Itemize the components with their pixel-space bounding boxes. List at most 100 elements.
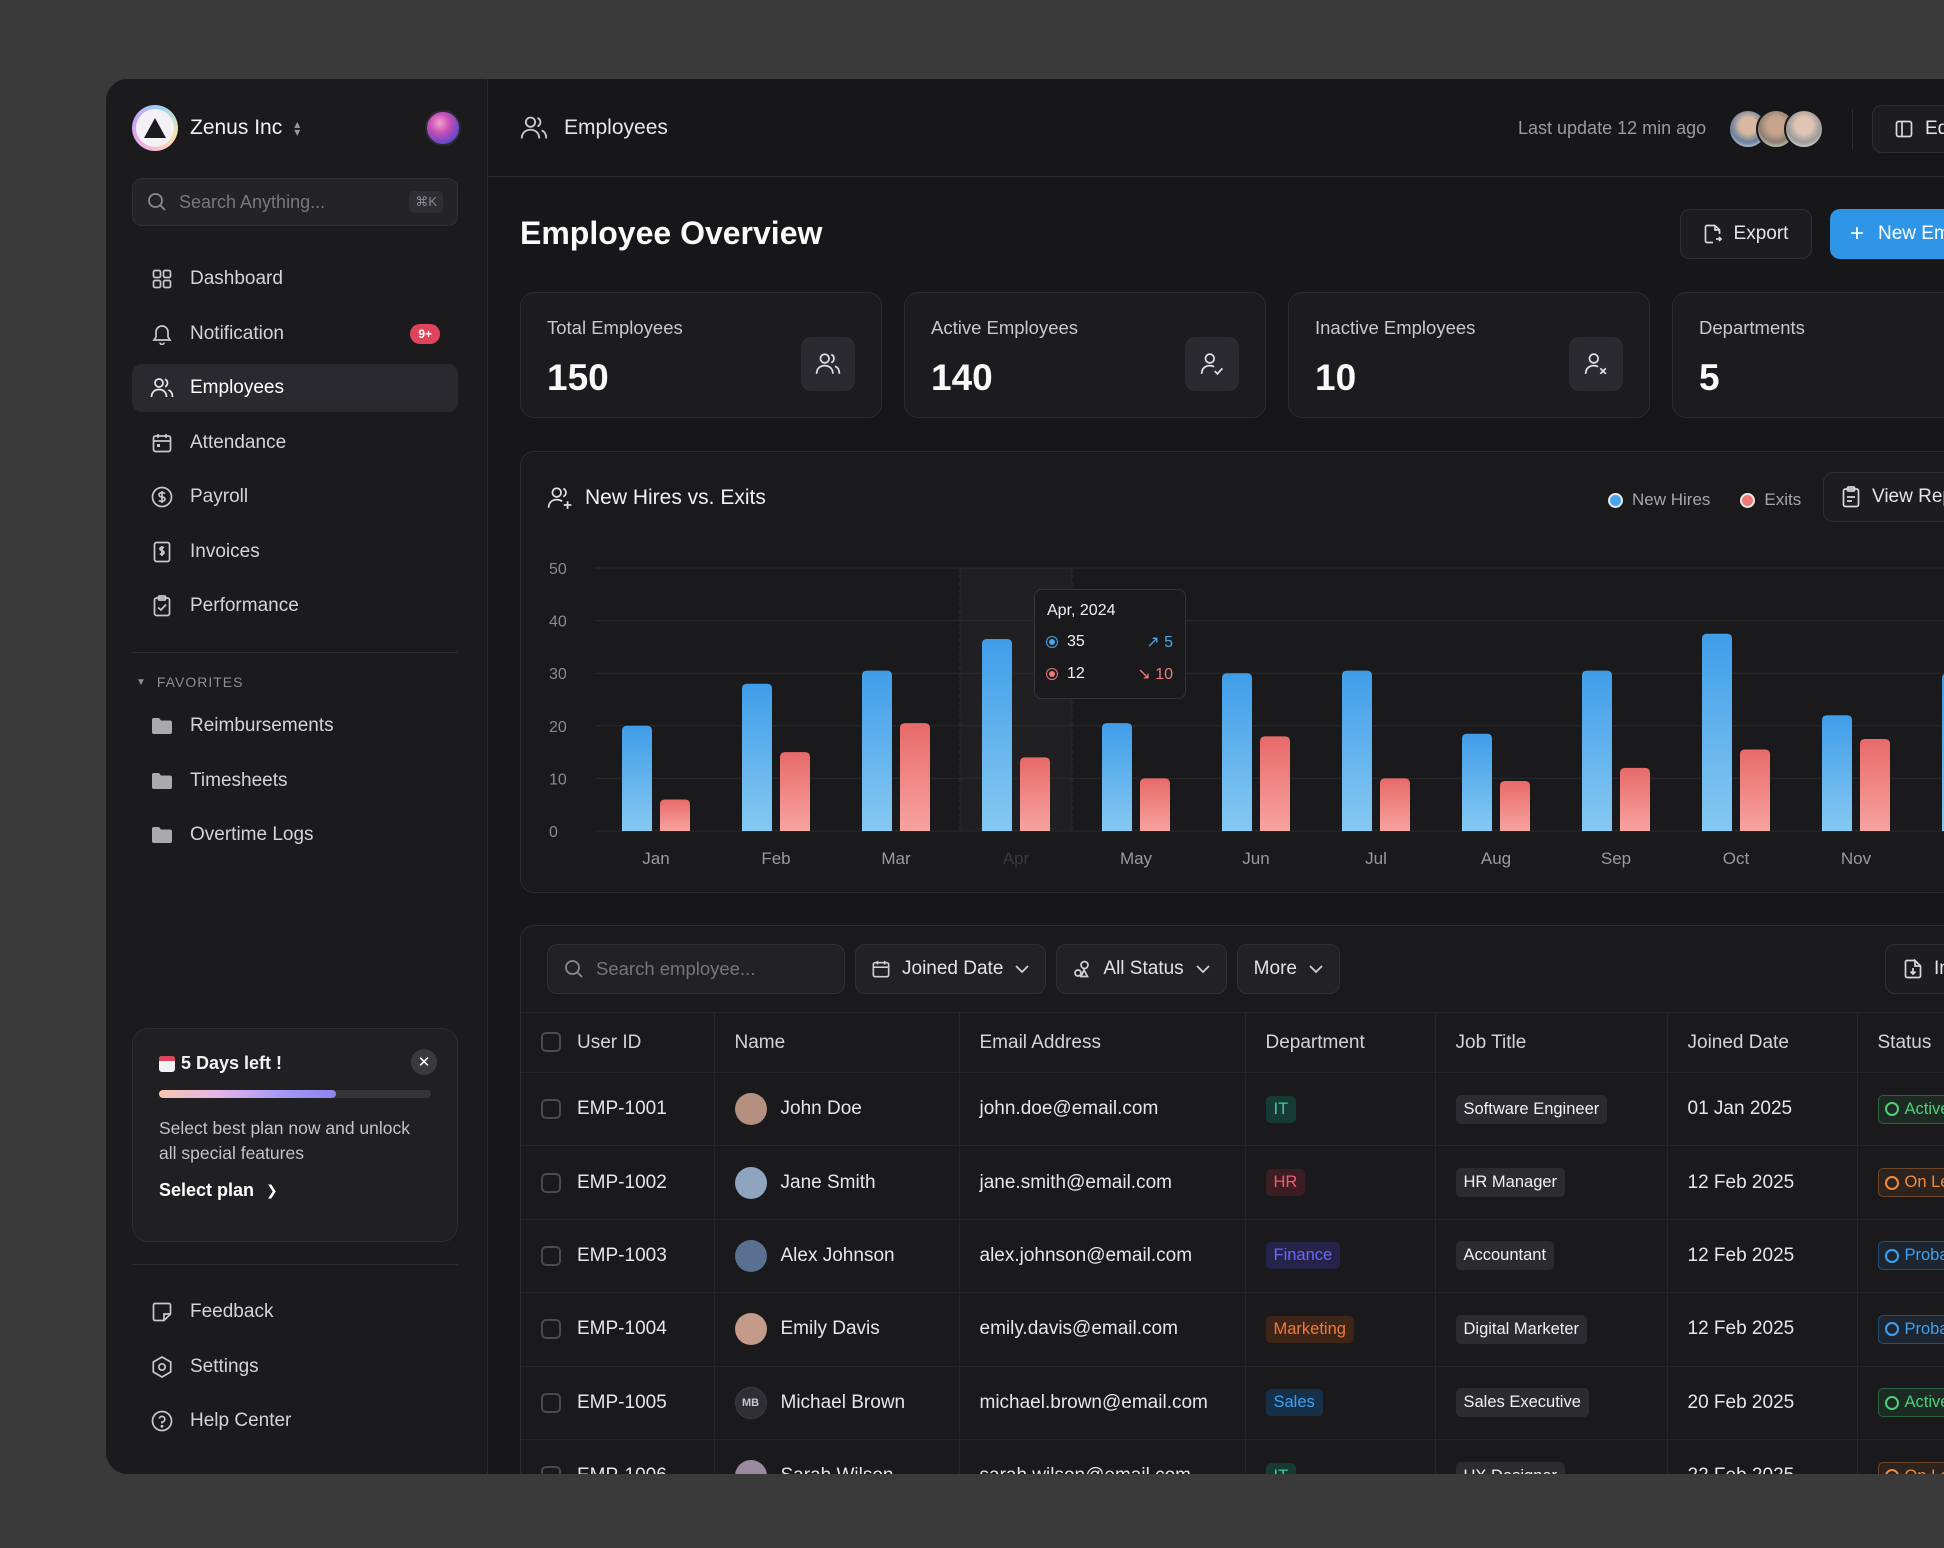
row-checkbox[interactable] bbox=[541, 1172, 561, 1193]
job-title-tag: Sales Executive bbox=[1455, 1388, 1589, 1418]
employee-email[interactable]: emily.davis@email.com bbox=[979, 1318, 1178, 1340]
column-header-name[interactable]: Name bbox=[713, 1012, 959, 1073]
bottom-nav: Feedback Settings Help Center bbox=[132, 1288, 458, 1452]
cell-joined-date: 12 Feb 2025 bbox=[1666, 1292, 1857, 1367]
favorite-item-timesheets[interactable]: Timesheets bbox=[132, 757, 458, 805]
employee-name[interactable]: Sarah Wilson bbox=[781, 1465, 894, 1474]
status-filter[interactable]: All Status bbox=[1056, 944, 1227, 994]
nav-item-help-center[interactable]: Help Center bbox=[132, 1397, 458, 1445]
export-button[interactable]: Export bbox=[1680, 209, 1812, 259]
nav-item-performance[interactable]: Performance bbox=[132, 582, 458, 630]
table-row[interactable]: EMP-1003 Alex Johnson alex.johnson@email.c… bbox=[521, 1219, 1944, 1294]
table-row[interactable]: EMP-1004 Emily Davis emily.davis@email.com… bbox=[521, 1292, 1944, 1367]
nav-item-employees[interactable]: Employees bbox=[132, 364, 458, 412]
joined-date-filter[interactable]: Joined Date bbox=[855, 944, 1047, 994]
nav-item-payroll[interactable]: Payroll bbox=[132, 473, 458, 521]
nav-item-notification[interactable]: Notification 9+ bbox=[132, 310, 458, 358]
employee-email[interactable]: sarah.wilson@email.com bbox=[980, 1465, 1191, 1474]
employee-email[interactable]: michael.brown@email.com bbox=[979, 1391, 1208, 1413]
job-title-tag: UX Designer bbox=[1455, 1461, 1566, 1474]
row-checkbox[interactable] bbox=[541, 1099, 561, 1120]
bar-exits bbox=[1740, 749, 1770, 831]
workspace-switcher[interactable]: Zenus Inc ▴ ▾ bbox=[132, 105, 461, 151]
grid-icon bbox=[150, 267, 174, 291]
hires-exits-chart: 0 10 20 30 40 50 Jan Feb Mar Apr May Jun Jul Aug Sep Oc… bbox=[549, 561, 1944, 868]
table-row[interactable]: EMP-1006 Sarah Wilson sarah.wilson@email.c… bbox=[521, 1439, 1944, 1474]
new-employee-button[interactable]: + New Employee bbox=[1830, 209, 1944, 259]
view-report-button[interactable]: View Report bbox=[1823, 472, 1944, 522]
table-row[interactable]: EMP-1001 John Doe john.doe@email.com IT Soft… bbox=[521, 1072, 1944, 1147]
x-tick-label: Jan bbox=[642, 849, 669, 868]
users-icon bbox=[801, 337, 855, 391]
cell-status: Probation bbox=[1856, 1219, 1944, 1294]
y-tick-label: 20 bbox=[549, 719, 567, 736]
stat-card-total-employees: Total Employees 150 bbox=[520, 292, 882, 418]
column-header-department[interactable]: Department bbox=[1244, 1012, 1435, 1073]
collaborator-avatars[interactable] bbox=[1728, 109, 1824, 149]
favorite-label: Reimbursements bbox=[190, 715, 334, 736]
select-all-checkbox[interactable] bbox=[541, 1032, 561, 1053]
close-icon[interactable]: ✕ bbox=[411, 1049, 437, 1075]
favorite-label: Overtime Logs bbox=[190, 824, 314, 845]
chevron-updown-icon: ▴ ▾ bbox=[294, 117, 301, 139]
status-text: Active bbox=[1904, 1099, 1944, 1118]
table-row[interactable]: EMP-1002 Jane Smith jane.smith@email.com HR… bbox=[521, 1145, 1944, 1220]
employee-name[interactable]: Alex Johnson bbox=[780, 1244, 895, 1266]
chevron-down-icon bbox=[1015, 958, 1030, 980]
legend-item-exits[interactable]: Exits bbox=[1740, 490, 1801, 510]
legend-item-new-hires[interactable]: New Hires bbox=[1608, 490, 1710, 510]
column-header-job-title[interactable]: Job Title bbox=[1434, 1012, 1667, 1073]
column-header-user-id[interactable]: User ID bbox=[521, 1012, 714, 1073]
main-content: Employees Last update 12 min ago Edit Em… bbox=[488, 79, 1944, 1474]
more-filter[interactable]: More bbox=[1236, 944, 1340, 994]
row-checkbox[interactable] bbox=[541, 1245, 561, 1266]
favorites-heading: FAVORITES bbox=[156, 674, 244, 690]
department-tag: IT bbox=[1265, 1095, 1297, 1123]
stat-card-departments: Departments 5 bbox=[1672, 292, 1944, 418]
joined-date: 12 Feb 2025 bbox=[1687, 1244, 1795, 1266]
employee-name[interactable]: Jane Smith bbox=[780, 1171, 876, 1193]
job-title-tag: Software Engineer bbox=[1455, 1094, 1608, 1124]
tooltip-exits-value: 12 bbox=[1067, 665, 1085, 682]
column-header-email[interactable]: Email Address bbox=[958, 1012, 1245, 1073]
column-header-joined-date[interactable]: Joined Date bbox=[1666, 1012, 1857, 1073]
upgrade-card: 5 Days left ! ✕ Select best plan now and… bbox=[132, 1028, 458, 1242]
favorites-toggle[interactable]: ▼ FAVORITES bbox=[136, 674, 243, 690]
global-search-input[interactable]: Search Anything... ⌘K bbox=[132, 178, 458, 226]
table-row[interactable]: EMP-1005 MB Michael Brown michael.brown@ema… bbox=[521, 1366, 1944, 1440]
column-header-status[interactable]: Status bbox=[1856, 1012, 1944, 1073]
stat-value: 150 bbox=[547, 357, 609, 398]
row-checkbox[interactable] bbox=[541, 1466, 561, 1474]
user-avatar[interactable] bbox=[425, 110, 461, 146]
employee-name[interactable]: John Doe bbox=[780, 1098, 862, 1120]
employee-search-input[interactable]: Search employee... bbox=[547, 944, 845, 994]
nav-item-settings[interactable]: Settings bbox=[132, 1343, 458, 1391]
favorite-item-reimbursements[interactable]: Reimbursements bbox=[132, 702, 458, 750]
nav-item-feedback[interactable]: Feedback bbox=[132, 1288, 458, 1336]
cell-user-id: EMP-1002 bbox=[521, 1145, 714, 1220]
row-checkbox[interactable] bbox=[541, 1319, 561, 1340]
employee-name[interactable]: Emily Davis bbox=[780, 1318, 880, 1340]
topbar-divider bbox=[1852, 109, 1853, 149]
nav-label: Help Center bbox=[190, 1410, 292, 1431]
employee-email[interactable]: john.doe@email.com bbox=[979, 1098, 1159, 1120]
employee-email[interactable]: alex.johnson@email.com bbox=[979, 1244, 1193, 1266]
status-text: Active bbox=[1904, 1393, 1944, 1412]
nav-item-dashboard[interactable]: Dashboard bbox=[132, 255, 458, 303]
row-checkbox[interactable] bbox=[541, 1392, 561, 1413]
nav-item-attendance[interactable]: Attendance bbox=[132, 419, 458, 467]
favorite-item-overtime-logs[interactable]: Overtime Logs bbox=[132, 811, 458, 859]
job-title-tag: Accountant bbox=[1455, 1241, 1555, 1271]
last-update-text: Last update 12 min ago bbox=[1518, 118, 1707, 138]
employee-name[interactable]: Michael Brown bbox=[780, 1391, 906, 1413]
status-badge: On Leave bbox=[1877, 1168, 1944, 1198]
x-tick-label: Nov bbox=[1841, 849, 1872, 868]
edit-button[interactable]: Edit bbox=[1872, 105, 1944, 153]
employee-email[interactable]: jane.smith@email.com bbox=[979, 1171, 1172, 1193]
arrow-down-right-icon: ↘ bbox=[1137, 666, 1151, 683]
select-plan-link[interactable]: Select plan ❯ bbox=[159, 1180, 431, 1201]
folder-icon bbox=[150, 769, 174, 793]
import-button[interactable]: Import bbox=[1885, 944, 1944, 994]
status-badge: On Leave bbox=[1877, 1461, 1944, 1474]
nav-item-invoices[interactable]: Invoices bbox=[132, 528, 458, 576]
